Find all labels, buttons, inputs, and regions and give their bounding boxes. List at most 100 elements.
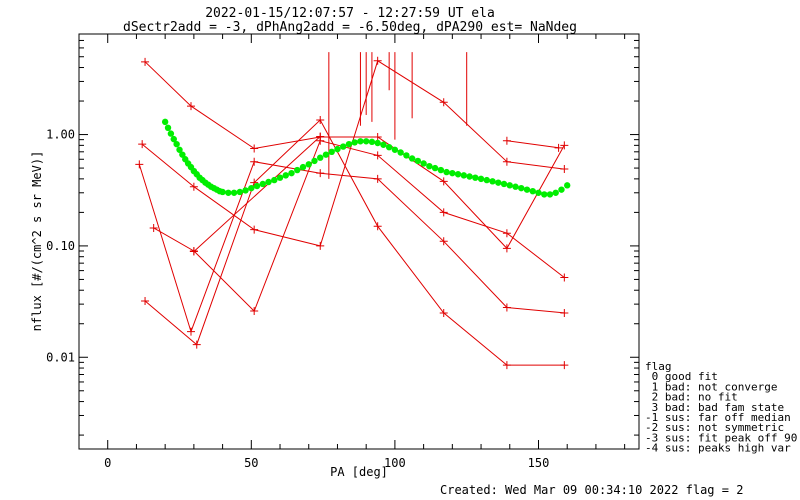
fit-point bbox=[426, 162, 433, 170]
fit-point bbox=[368, 138, 376, 146]
data-point bbox=[502, 244, 511, 253]
data-point bbox=[502, 157, 511, 166]
fit-point bbox=[299, 163, 307, 171]
footer-created: Created: Wed Mar 09 00:34:10 2022 flag =… bbox=[440, 483, 743, 497]
data-point bbox=[187, 327, 195, 336]
series-line bbox=[506, 140, 559, 149]
fit-point bbox=[259, 180, 266, 188]
fit-point bbox=[460, 172, 468, 179]
fit-point bbox=[472, 174, 479, 181]
legend-entry: 2 bad: no fit bbox=[645, 391, 738, 404]
fit-point bbox=[374, 139, 381, 147]
x-tick-label: 0 bbox=[104, 456, 111, 470]
fit-point bbox=[408, 155, 416, 162]
data-point bbox=[373, 174, 382, 183]
fit-point bbox=[345, 140, 353, 148]
series-line bbox=[138, 161, 565, 334]
y-tick-label: 1.00 bbox=[46, 128, 75, 142]
fit-point bbox=[483, 176, 490, 184]
y-tick-label: 0.01 bbox=[46, 350, 75, 364]
data-point bbox=[560, 165, 569, 174]
data-point bbox=[250, 144, 259, 153]
fit-point bbox=[179, 151, 186, 158]
fit-point bbox=[506, 182, 513, 189]
fit-point bbox=[288, 169, 295, 177]
y-tick-label: 0.10 bbox=[46, 239, 75, 253]
fit-point bbox=[535, 189, 542, 196]
data-point bbox=[135, 160, 144, 169]
fit-point bbox=[512, 183, 519, 190]
data-point bbox=[560, 141, 569, 150]
fit-point bbox=[225, 189, 232, 196]
data-point bbox=[316, 132, 325, 141]
series-line bbox=[144, 61, 565, 250]
fit-point bbox=[253, 182, 261, 190]
y-axis-label: nflux [#/(cm^2 s sr MeV)] bbox=[30, 151, 44, 332]
data-point bbox=[149, 223, 158, 232]
fit-point bbox=[242, 187, 249, 194]
fit-point bbox=[546, 191, 554, 198]
fit-point bbox=[328, 148, 335, 156]
x-tick-label: 100 bbox=[384, 456, 406, 470]
data-point bbox=[141, 297, 150, 306]
series-line bbox=[153, 140, 565, 312]
series-line bbox=[144, 119, 565, 366]
x-axis: 0 50 100 150 bbox=[104, 34, 626, 470]
fit-point bbox=[500, 180, 508, 188]
fit-point bbox=[294, 166, 301, 174]
fit-point bbox=[236, 188, 244, 196]
fit-point bbox=[558, 186, 565, 193]
chart-title-line-1: 2022-01-15/12:07:57 - 12:27:59 UT ela bbox=[205, 6, 495, 21]
fit-point bbox=[529, 187, 536, 195]
x-tick-label: 150 bbox=[528, 456, 550, 470]
fit-point bbox=[397, 149, 404, 156]
fit-point bbox=[449, 169, 456, 177]
data-point bbox=[560, 273, 569, 282]
fit-point bbox=[403, 152, 410, 159]
data-point bbox=[439, 308, 448, 317]
fit-point bbox=[489, 178, 496, 185]
data-point bbox=[439, 177, 448, 186]
data-point bbox=[502, 136, 511, 145]
data-point bbox=[250, 307, 259, 316]
series-line bbox=[193, 136, 321, 252]
fit-point bbox=[164, 124, 172, 132]
data-point bbox=[439, 98, 448, 107]
data-point bbox=[502, 361, 511, 370]
fit-point bbox=[276, 174, 284, 181]
fit-point bbox=[311, 157, 318, 165]
data-point bbox=[316, 241, 325, 250]
fit-point bbox=[518, 184, 525, 192]
fit-point bbox=[541, 191, 548, 198]
data-point bbox=[141, 57, 150, 66]
fit-point bbox=[161, 118, 169, 126]
fit-point bbox=[443, 168, 450, 176]
fit-point bbox=[454, 171, 462, 178]
fit-point bbox=[340, 143, 347, 150]
data-point bbox=[373, 151, 382, 160]
data-point bbox=[373, 133, 382, 142]
data-point bbox=[502, 229, 511, 238]
legend-entry: -1 sus: far off median bbox=[645, 411, 791, 424]
legend-title: flag bbox=[645, 360, 672, 373]
data-series bbox=[135, 56, 569, 370]
fit-point bbox=[230, 189, 238, 196]
chart-title-line-2: dSectr2add = -3, dPhAng2add = -6.50deg, … bbox=[123, 20, 577, 35]
fit-point bbox=[477, 175, 485, 183]
fit-point bbox=[170, 135, 177, 143]
fit-point bbox=[351, 139, 358, 146]
fit-curve bbox=[161, 118, 571, 198]
fit-point bbox=[282, 172, 289, 179]
fit-point bbox=[305, 161, 312, 168]
fit-point bbox=[357, 138, 364, 145]
fit-point bbox=[466, 173, 473, 180]
fit-point bbox=[265, 178, 272, 186]
legend-entry: 3 bad: bad fam state bbox=[645, 401, 784, 414]
legend-entry: -4 sus: peaks high var bbox=[645, 442, 791, 455]
fit-point bbox=[322, 151, 330, 158]
fit-point bbox=[176, 146, 183, 153]
legend-entry: 0 good fit bbox=[645, 370, 718, 383]
x-axis-label: PA [deg] bbox=[330, 465, 388, 479]
legend-entry: -3 sus: fit peak off 90 bbox=[645, 431, 797, 444]
